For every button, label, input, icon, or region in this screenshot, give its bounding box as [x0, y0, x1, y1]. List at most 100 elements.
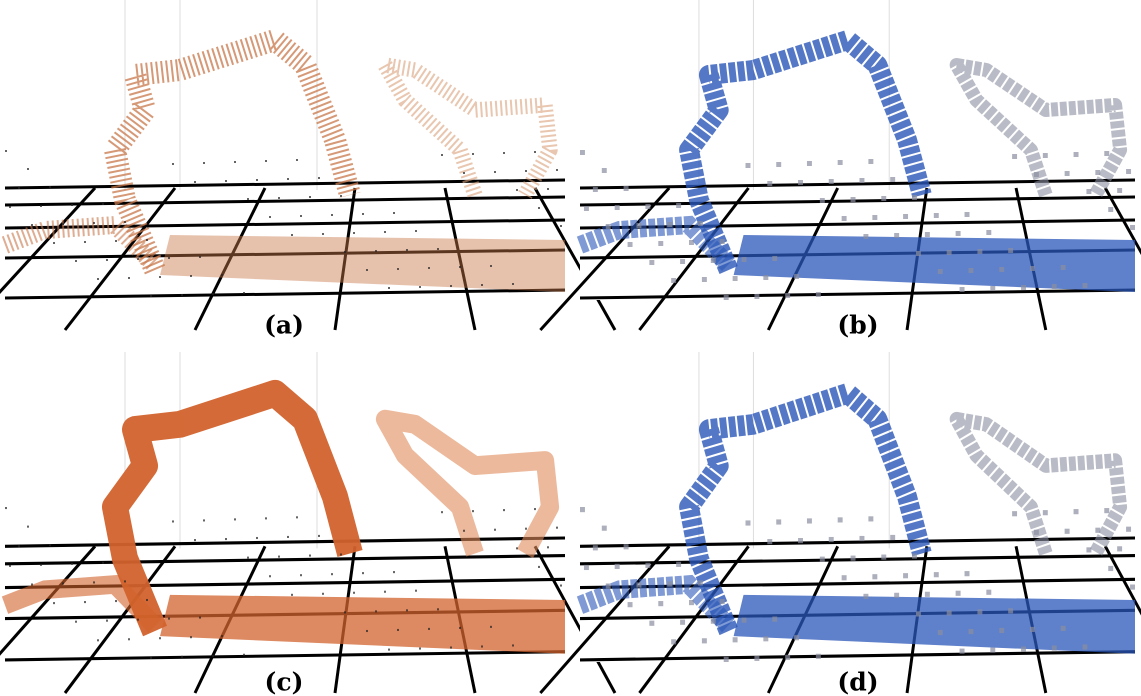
noise-point [676, 203, 681, 208]
panel-image [0, 352, 615, 693]
noise-point [71, 204, 73, 206]
noise-point [829, 179, 834, 184]
noise-point [1130, 225, 1135, 230]
noise-point [1095, 170, 1100, 175]
noise-point [375, 250, 377, 252]
noise-point [965, 212, 970, 217]
noise-point [278, 556, 280, 558]
noise-point [903, 214, 908, 219]
noise-point [397, 268, 399, 270]
noise-point [322, 233, 324, 235]
noise-point [547, 546, 549, 548]
noise-point [720, 239, 725, 244]
noise-point [481, 645, 483, 647]
noise-point [472, 153, 474, 155]
noise-point [300, 574, 302, 576]
noise-point [291, 234, 293, 236]
noise-point [256, 179, 258, 181]
caption: (d) [837, 668, 878, 696]
noise-point [776, 519, 781, 524]
noise-point [925, 592, 930, 597]
noise-point [798, 180, 803, 185]
noise-point [938, 269, 943, 274]
noise-point [309, 555, 311, 557]
noise-point [772, 256, 777, 261]
noise-point [689, 600, 694, 605]
noise-point [645, 563, 650, 568]
noise-point [960, 287, 965, 292]
noise-point [1104, 151, 1109, 156]
noise-point [49, 186, 51, 188]
noise-point [868, 159, 873, 164]
noise-point [1012, 154, 1017, 159]
noise-point [106, 259, 108, 261]
panel-image [540, 0, 1141, 330]
noise-point [71, 563, 73, 565]
noise-point [463, 530, 465, 532]
noise-point [1104, 508, 1109, 513]
noise-point [794, 635, 799, 640]
noise-point [49, 544, 51, 546]
noise-point [584, 206, 589, 211]
noise-point [388, 649, 390, 651]
noise-point [388, 287, 390, 289]
noise-point [225, 538, 227, 540]
noise-point [115, 240, 117, 242]
noise-point [829, 537, 834, 542]
caption: (a) [264, 311, 304, 340]
noise-point [838, 160, 843, 165]
noise-point [247, 557, 249, 559]
noise-point [956, 591, 961, 596]
noise-point [62, 223, 64, 225]
noise-point [593, 187, 598, 192]
noise-point [720, 599, 725, 604]
noise-point [807, 161, 812, 166]
noise-point [384, 591, 386, 593]
noise-point [628, 242, 633, 247]
noise-point [450, 647, 452, 649]
noise-point [472, 510, 474, 512]
noise-point [181, 294, 183, 296]
noise-point [18, 545, 20, 547]
noise-point [428, 628, 430, 630]
noise-point [309, 196, 311, 198]
noise-point [340, 554, 342, 556]
noise-point [1061, 265, 1066, 270]
noise-point [115, 600, 117, 602]
noise-point [872, 215, 877, 220]
noise-point [194, 539, 196, 541]
noise-point [624, 186, 629, 191]
noise-point [318, 177, 320, 179]
noise-point [767, 539, 772, 544]
noise-point [190, 636, 192, 638]
noise-point [296, 516, 298, 518]
noise-point [40, 564, 42, 566]
panel-image [0, 0, 615, 330]
noise-point [754, 656, 759, 661]
noise-point [746, 520, 751, 525]
caption: (c) [265, 668, 304, 696]
noise-point [18, 187, 20, 189]
noise-point [525, 528, 527, 530]
noise-point [31, 224, 33, 226]
noise-point [503, 152, 505, 154]
noise-point [366, 269, 368, 271]
noise-point [842, 575, 847, 580]
noise-point [318, 535, 320, 537]
noise-point [606, 224, 611, 229]
noise-point [393, 212, 395, 214]
noise-point [1034, 530, 1039, 535]
noise-point [977, 249, 982, 254]
noise-point [916, 251, 921, 256]
noise-point [1117, 546, 1122, 551]
noise-point [894, 593, 899, 598]
noise-point [194, 181, 196, 183]
noise-point [863, 234, 868, 239]
noise-point [671, 639, 676, 644]
noise-point [102, 203, 104, 205]
noise-point [1126, 169, 1131, 174]
noise-point [872, 574, 877, 579]
noise-point [406, 249, 408, 251]
noise-point [556, 169, 558, 171]
noise-point [137, 258, 139, 260]
